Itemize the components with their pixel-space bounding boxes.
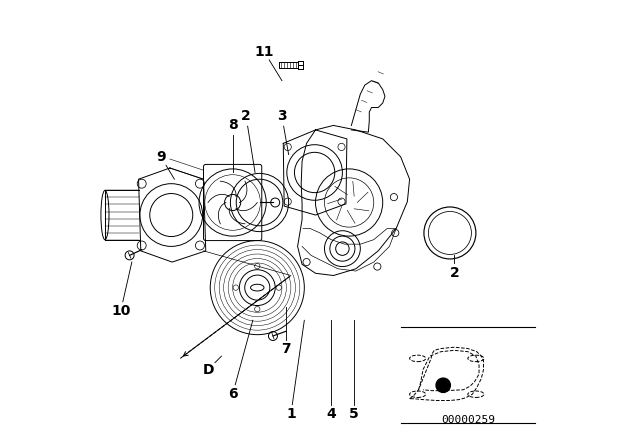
Text: 9: 9 <box>156 150 166 164</box>
Text: 3: 3 <box>277 109 287 124</box>
Text: 8: 8 <box>228 118 237 133</box>
Text: 11: 11 <box>254 44 274 59</box>
Text: D: D <box>202 362 214 377</box>
Text: 00000259: 00000259 <box>441 415 495 425</box>
Text: 4: 4 <box>326 407 336 422</box>
Text: 5: 5 <box>349 407 358 422</box>
Text: 2: 2 <box>449 266 460 280</box>
Text: 10: 10 <box>111 304 131 319</box>
Circle shape <box>436 378 451 392</box>
Text: 7: 7 <box>282 342 291 357</box>
Text: 6: 6 <box>228 387 237 401</box>
Text: 2: 2 <box>241 109 251 124</box>
Text: 1: 1 <box>286 407 296 422</box>
